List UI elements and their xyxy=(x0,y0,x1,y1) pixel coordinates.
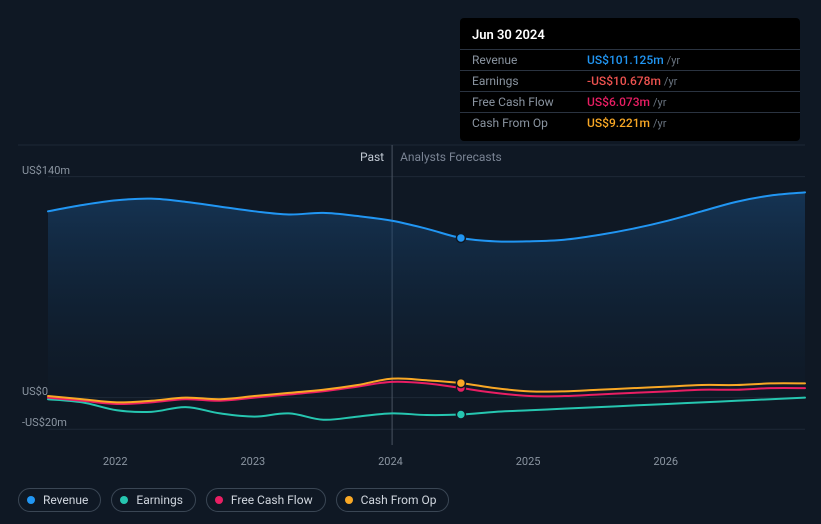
legend-label: Free Cash Flow xyxy=(231,493,313,507)
legend-dot-icon xyxy=(215,496,223,504)
legend-dot-icon xyxy=(345,496,353,504)
legend: Revenue Earnings Free Cash Flow Cash From O… xyxy=(18,488,449,512)
tooltip-row: Cash From OpUS$9.221m/yr xyxy=(460,112,800,133)
tooltip-title: Jun 30 2024 xyxy=(460,26,800,49)
tooltip-label: Cash From Op xyxy=(472,116,587,130)
legend-dot-icon xyxy=(120,496,128,504)
tooltip-suffix: /yr xyxy=(653,96,666,109)
tooltip-value: -US$10.678m xyxy=(587,74,661,88)
tooltip-value: US$6.073m xyxy=(587,95,650,109)
tooltip-suffix: /yr xyxy=(664,75,677,88)
legend-label: Revenue xyxy=(43,493,88,507)
y-tick-label: US$140m xyxy=(22,164,70,177)
tooltip-label: Free Cash Flow xyxy=(472,95,587,109)
tooltip-value: US$9.221m xyxy=(587,116,650,130)
tooltip: Jun 30 2024 RevenueUS$101.125m/yrEarning… xyxy=(460,18,800,141)
tooltip-value: US$101.125m xyxy=(587,53,664,67)
x-tick-label: 2022 xyxy=(103,455,128,468)
series-areas xyxy=(48,192,805,397)
tooltip-suffix: /yr xyxy=(667,54,680,67)
past-label: Past xyxy=(360,150,384,164)
legend-dot-icon xyxy=(27,496,35,504)
legend-label: Earnings xyxy=(136,493,183,507)
legend-item[interactable]: Revenue xyxy=(18,488,101,512)
y-tick-label: -US$20m xyxy=(22,416,67,429)
x-tick-label: 2025 xyxy=(516,455,541,468)
chart-container: US$140mUS$0-US$20m 20222023202420252026 … xyxy=(0,0,821,524)
forecast-label: Analysts Forecasts xyxy=(400,150,502,164)
tooltip-label: Earnings xyxy=(472,74,587,88)
y-tick-label: US$0 xyxy=(22,385,48,398)
tooltip-suffix: /yr xyxy=(653,117,666,130)
legend-label: Cash From Op xyxy=(361,493,437,507)
legend-item[interactable]: Cash From Op xyxy=(336,488,450,512)
tooltip-row: RevenueUS$101.125m/yr xyxy=(460,49,800,70)
x-tick-label: 2023 xyxy=(240,455,265,468)
tooltip-row: Free Cash FlowUS$6.073m/yr xyxy=(460,91,800,112)
legend-item[interactable]: Free Cash Flow xyxy=(206,488,326,512)
x-tick-label: 2024 xyxy=(378,455,403,468)
tooltip-row: Earnings-US$10.678m/yr xyxy=(460,70,800,91)
tooltip-label: Revenue xyxy=(472,53,587,67)
x-tick-label: 2026 xyxy=(653,455,678,468)
legend-item[interactable]: Earnings xyxy=(111,488,196,512)
